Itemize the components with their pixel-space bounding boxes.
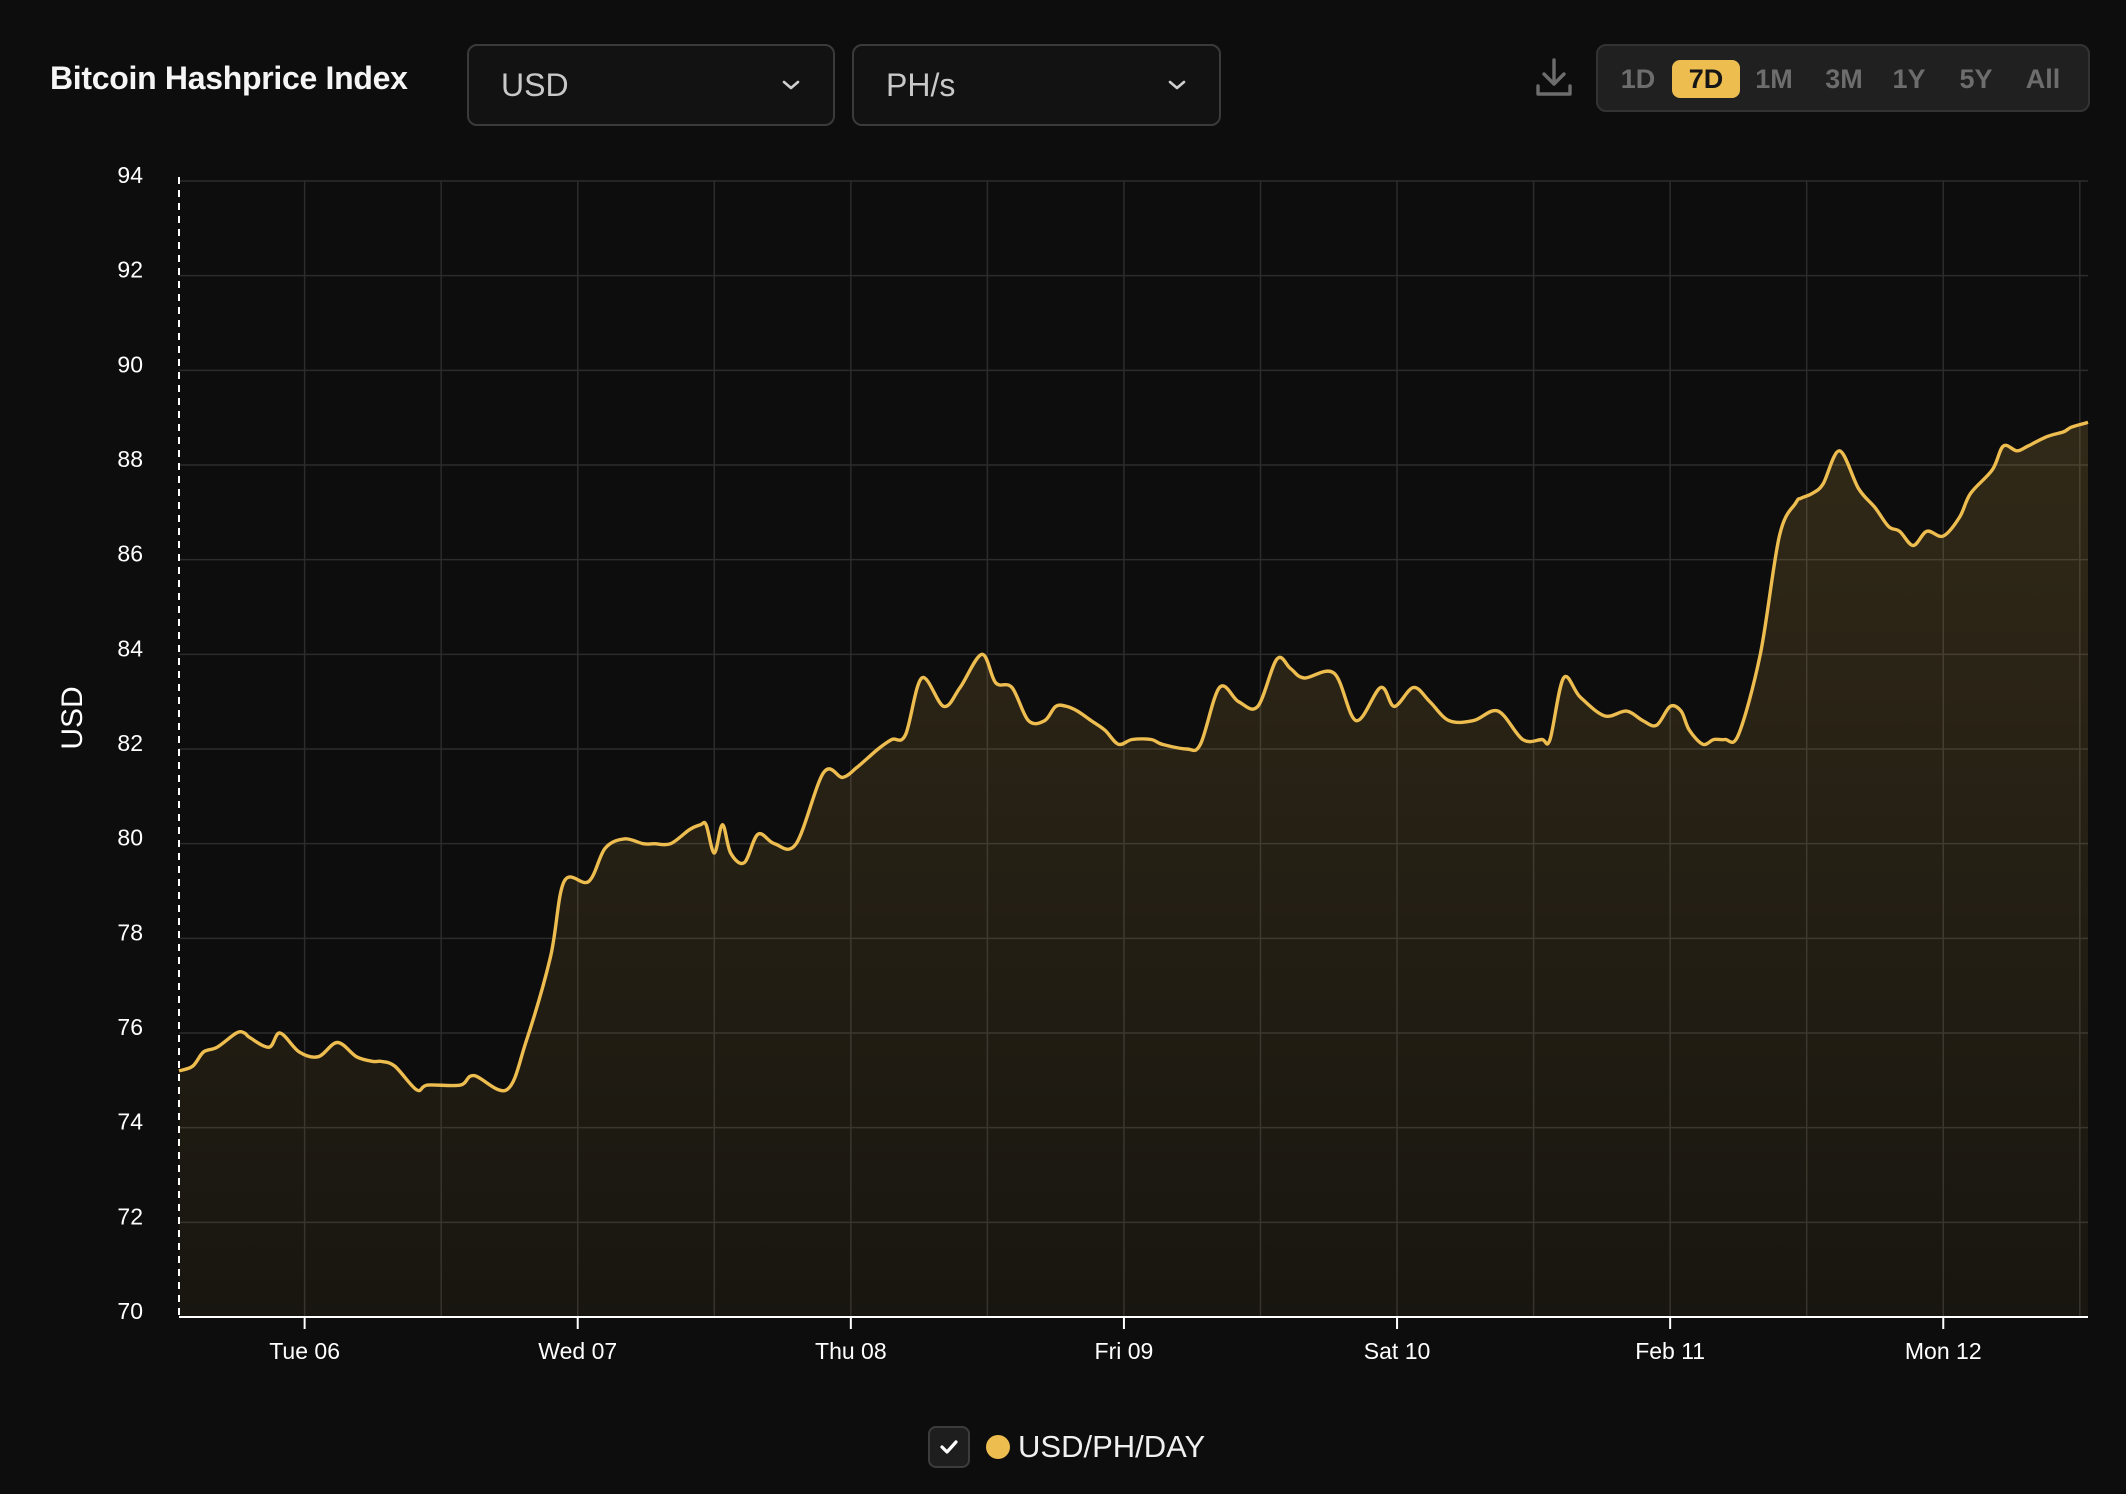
chevron-down-icon <box>1168 80 1186 90</box>
y-tick-label: 78 <box>117 919 143 945</box>
range-3m-button[interactable]: 3M <box>1825 64 1863 94</box>
download-icon[interactable] <box>1534 56 1574 100</box>
y-tick-label: 88 <box>117 446 143 472</box>
y-tick-label: 92 <box>117 257 143 283</box>
legend-label: USD/PH/DAY <box>1018 1429 1206 1464</box>
y-tick-label: 94 <box>117 162 143 188</box>
x-tick-label: Sat 10 <box>1364 1338 1431 1364</box>
y-axis-label: USD <box>56 686 89 749</box>
chevron-down-icon <box>782 80 800 90</box>
series-line-usd-ph-day <box>178 420 2089 1093</box>
legend-color-dot <box>986 1435 1010 1459</box>
y-tick-label: 74 <box>117 1109 143 1135</box>
y-tick-label: 72 <box>117 1203 143 1229</box>
y-tick-label: 82 <box>117 730 143 756</box>
x-tick-label: Mon 12 <box>1905 1338 1982 1364</box>
chart-axes: 94 92 90 88 86 84 82 80 78 76 74 72 70 Tue 06 Wed 07 Th… <box>117 162 2088 1364</box>
currency-select-value: USD <box>501 66 569 103</box>
y-tick-label: 80 <box>117 825 143 851</box>
chart-area-layer <box>178 420 2089 1317</box>
x-tick-label: Wed 07 <box>538 1338 617 1364</box>
unit-select-value: PH/s <box>886 66 956 103</box>
y-tick-label: 70 <box>117 1298 143 1324</box>
time-range-selector: 1D 7D 1M 3M 1Y 5Y All <box>1596 44 2090 112</box>
unit-select[interactable]: PH/s <box>852 44 1221 126</box>
y-tick-label: 76 <box>117 1014 143 1040</box>
y-tick-label: 84 <box>117 635 143 661</box>
hashprice-chart: 94 92 90 88 86 84 82 80 78 76 74 72 70 Tue 06 Wed 07 Th… <box>56 162 2089 1364</box>
check-icon <box>940 1440 958 1454</box>
y-tick-label: 86 <box>117 541 143 567</box>
legend: USD/PH/DAY <box>928 1425 1205 1469</box>
range-1d-button[interactable]: 1D <box>1620 64 1656 94</box>
range-all-button[interactable]: All <box>2025 64 2061 94</box>
range-1y-button[interactable]: 1Y <box>1892 64 1926 94</box>
x-tick-label: Feb 11 <box>1635 1338 1705 1364</box>
range-5y-button[interactable]: 5Y <box>1959 64 1993 94</box>
range-7d-button[interactable]: 7D <box>1672 60 1740 98</box>
x-tick-label: Thu 08 <box>815 1338 887 1364</box>
x-tick-label: Fri 09 <box>1095 1338 1154 1364</box>
currency-select[interactable]: USD <box>467 44 835 126</box>
legend-series-toggle[interactable] <box>928 1426 970 1468</box>
range-1m-button[interactable]: 1M <box>1755 64 1793 94</box>
y-tick-label: 90 <box>117 351 143 377</box>
page-title: Bitcoin Hashprice Index <box>50 60 408 96</box>
series-area-fill <box>179 422 2088 1317</box>
x-tick-label: Tue 06 <box>269 1338 340 1364</box>
